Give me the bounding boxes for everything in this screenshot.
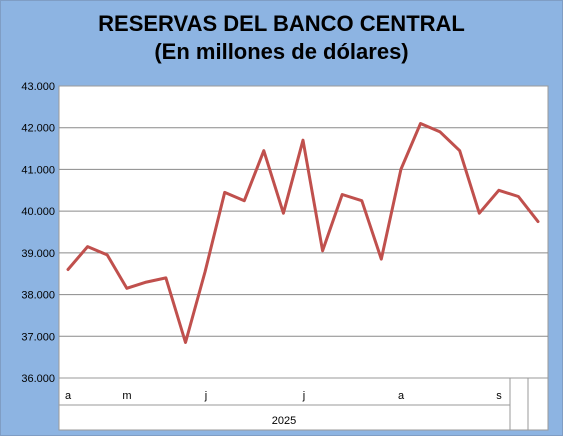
data-point [497,189,500,192]
x-tick-label: a [398,390,405,402]
data-point [419,122,422,125]
plot-area [58,85,549,379]
x-tick-label: j [302,390,305,402]
data-point [282,212,285,215]
y-axis-tick-labels: 43.000 42.000 41.000 40.000 39.000 38.000 37.0… [21,81,55,385]
x-tick-label: s [496,390,502,402]
y-tick-label: 40.000 [21,206,55,218]
data-point [517,195,520,198]
series-group [66,122,540,344]
data-point [204,270,207,273]
y-tick-label: 43.000 [21,81,55,93]
chart-title-line-1: RESERVAS DEL BANCO CENTRAL [98,11,465,36]
data-point [86,245,89,248]
data-point [341,193,344,196]
grid-lines [59,127,548,337]
data-point [360,199,363,202]
chart-subtitle: (En millones de dólares) [154,39,409,64]
data-point [399,168,402,171]
y-tick-label: 38.000 [21,290,55,302]
data-point [321,249,324,252]
data-point [164,276,167,279]
data-point [223,191,226,194]
data-point [145,281,148,284]
chart-title: RESERVAS DEL BANCO CENTRAL (En millones … [0,10,563,66]
data-point [380,258,383,261]
data-point [184,341,187,344]
data-point [478,212,481,215]
data-point [67,268,69,271]
x-tick-label: m [122,390,131,402]
y-tick-label: 36.000 [21,373,55,385]
x-year-label: 2025 [272,415,296,427]
x-tick-label: a [65,390,72,402]
y-tick-label: 42.000 [21,123,55,135]
data-point [106,253,109,256]
y-tick-label: 37.000 [21,331,55,343]
data-point [262,149,265,152]
y-tick-label: 39.000 [21,248,55,260]
data-point [439,130,442,133]
data-point [125,287,128,290]
data-point [537,220,539,223]
data-point [302,139,304,142]
y-tick-label: 41.000 [21,164,55,176]
data-point [243,199,246,202]
data-point [458,149,461,152]
x-axis-band [58,377,549,431]
x-axis: a m j j a s 2025 [58,377,549,431]
x-tick-label: j [204,390,207,402]
